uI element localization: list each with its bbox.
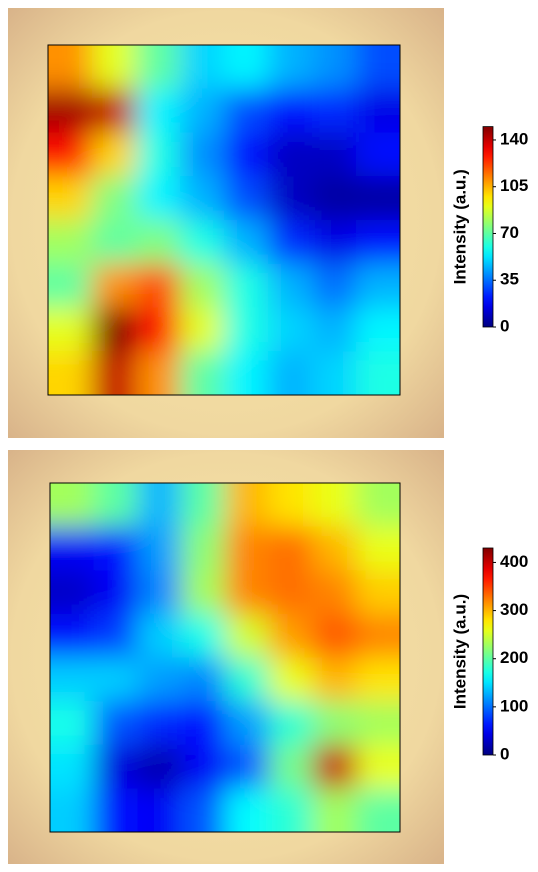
colorbar-tick-label: 200 — [500, 648, 528, 667]
heatmap-cell — [268, 220, 313, 265]
heatmap-cells — [8, 5, 441, 436]
colorbar-tick-label: 100 — [500, 696, 528, 715]
heatmap-cell — [312, 220, 357, 265]
heatmap-cell — [268, 176, 313, 221]
heatmap-cell — [312, 264, 357, 309]
heatmap-cell — [94, 527, 139, 572]
heatmap-cell — [225, 658, 270, 703]
heatmap-cell — [138, 658, 183, 703]
heatmap-cell — [313, 570, 358, 615]
heatmap-cell — [224, 89, 269, 134]
heatmap-cell — [312, 176, 357, 221]
colorbar-tick-label: 140 — [500, 129, 528, 148]
heatmap-cell — [269, 701, 314, 746]
heatmap-cell — [313, 527, 358, 572]
colorbar-tick-label: 0 — [500, 744, 509, 763]
heatmap-cell — [180, 176, 225, 221]
heatmap-cell — [181, 701, 226, 746]
colorbar-tick-label: 70 — [500, 223, 519, 242]
heatmap-cell — [225, 701, 270, 746]
heatmap-cell — [94, 658, 139, 703]
heatmap-cell — [224, 264, 269, 309]
heatmap-cell — [181, 570, 226, 615]
colorbar-tick-label: 35 — [500, 270, 519, 289]
heatmap-cell — [313, 614, 358, 659]
heatmap-cell — [92, 308, 137, 353]
colorbar-tick-label: 0 — [500, 316, 509, 335]
heatmap-cell — [138, 745, 183, 790]
heatmap-cell — [268, 89, 313, 134]
heatmap-cell — [269, 527, 314, 572]
heatmap-cell — [313, 745, 358, 790]
heatmap — [8, 5, 441, 436]
heatmap-cell — [138, 527, 183, 572]
heatmap-cell — [269, 614, 314, 659]
colorbar-tick-label: 400 — [500, 552, 528, 571]
heatmap-cell — [94, 745, 139, 790]
heatmap-cell — [180, 308, 225, 353]
heatmap-cell — [181, 745, 226, 790]
colorbar — [483, 127, 493, 327]
heatmap-cell — [269, 745, 314, 790]
heatmap-cell — [92, 133, 137, 178]
heatmap-cell — [94, 701, 139, 746]
heatmap-cell — [136, 176, 181, 221]
heatmap-cell — [269, 570, 314, 615]
heatmap-cell — [268, 133, 313, 178]
heatmap-cell — [92, 220, 137, 265]
colorbar-tick-label: 105 — [500, 176, 528, 195]
heatmap-cell — [224, 176, 269, 221]
heatmap-cell — [312, 89, 357, 134]
figure: 0 35 70 105 140 Intensity (a.u.) 0 100 200 300 400… — [0, 0, 538, 872]
heatmap-cell — [225, 527, 270, 572]
colorbar — [483, 548, 493, 755]
heatmap-cell — [180, 89, 225, 134]
heatmap-cell — [181, 614, 226, 659]
heatmap-cell — [136, 133, 181, 178]
heatmap-cell — [136, 264, 181, 309]
heatmap-cell — [181, 658, 226, 703]
heatmap-cell — [180, 220, 225, 265]
colorbar-tick-label: 300 — [500, 600, 528, 619]
heatmap-cell — [313, 658, 358, 703]
heatmap-cell — [136, 89, 181, 134]
heatmap-cell — [312, 133, 357, 178]
heatmap-cell — [136, 308, 181, 353]
heatmap-cell — [181, 527, 226, 572]
page: {"chart_data": [ {"type": "heatmap", "co… — [0, 0, 538, 872]
heatmap-cell — [94, 614, 139, 659]
heatmap-cell — [92, 176, 137, 221]
heatmap-cell — [268, 308, 313, 353]
heatmap-cell — [138, 614, 183, 659]
heatmap-cell — [138, 570, 183, 615]
heatmap-cell — [92, 264, 137, 309]
heatmap-cells — [10, 443, 441, 872]
heatmap-cell — [225, 614, 270, 659]
heatmap-cell — [180, 264, 225, 309]
heatmap-cell — [269, 658, 314, 703]
heatmap-cell — [225, 745, 270, 790]
heatmap-cell — [224, 308, 269, 353]
heatmap — [10, 443, 441, 872]
heatmap-cell — [136, 220, 181, 265]
heatmap-cell — [180, 133, 225, 178]
heatmap-cell — [313, 701, 358, 746]
heatmap-cell — [225, 570, 270, 615]
heatmap-cell — [138, 701, 183, 746]
heatmap-cell — [312, 308, 357, 353]
colorbar-label: Intensity (a.u.) — [450, 594, 469, 709]
heatmap-cell — [92, 89, 137, 134]
heatmap-cell — [224, 220, 269, 265]
heatmap-cell — [94, 570, 139, 615]
colorbar-label: Intensity (a.u.) — [450, 169, 469, 284]
heatmap-cell — [224, 133, 269, 178]
heatmap-cell — [268, 264, 313, 309]
